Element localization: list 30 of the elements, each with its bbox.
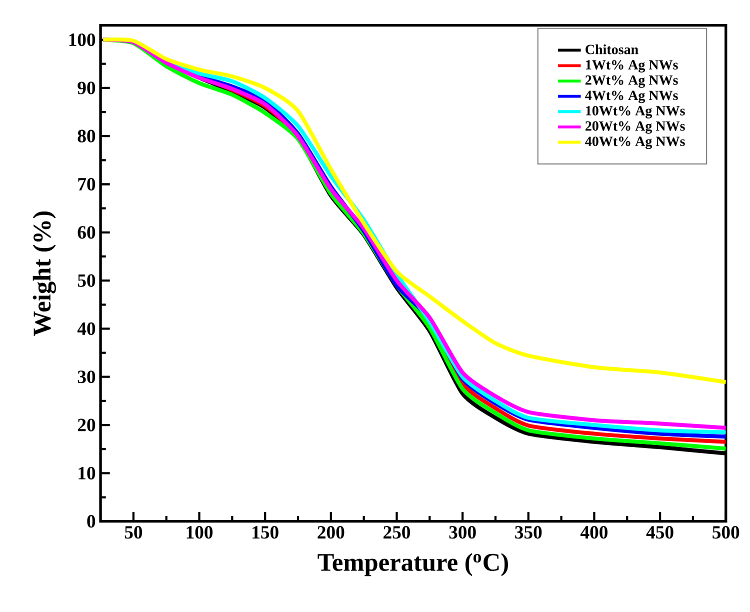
y-tick-label: 90 (78, 82, 96, 94)
legend-label: 2Wt% Ag NWs (585, 75, 678, 88)
legend-label: 4Wt% Ag NWs (585, 90, 678, 104)
y-tick-label: 20 (78, 418, 96, 432)
x-tick-label: 200 (318, 526, 344, 539)
y-tick-label: 50 (78, 274, 96, 287)
y-tick-label: 60 (78, 226, 96, 239)
x-tick-label: 300 (449, 526, 476, 539)
x-tick-label: 100 (186, 526, 213, 539)
y-tick-label: 80 (78, 130, 96, 142)
y-tick-label: 30 (78, 370, 96, 384)
x-tick-label: 50 (124, 526, 142, 539)
x-tick-label: 350 (515, 526, 542, 539)
x-tick-label: 250 (384, 526, 410, 539)
y-tick-label: 70 (78, 178, 96, 191)
x-tick-label: 150 (252, 526, 278, 539)
y-tick-label: 10 (78, 466, 96, 480)
legend-label: 20Wt% Ag NWs (585, 121, 685, 134)
y-tick-label: 0 (87, 515, 96, 528)
legend-label: 1Wt% Ag NWs (586, 60, 678, 72)
legend-label: Chitosan (586, 44, 638, 54)
y-tick-label: 40 (77, 322, 96, 336)
x-tick-label: 400 (580, 526, 608, 539)
legend-label: 40Wt% Ag NWs (585, 136, 685, 150)
y-tick-label: 100 (69, 33, 96, 46)
x-tick-label: 450 (646, 526, 674, 539)
x-tick-label: 500 (712, 526, 740, 539)
legend-label: 10Wt% Ag NWs (586, 106, 685, 118)
y-axis-title: Weight (%) (32, 211, 56, 336)
x-axis-title: Temperature ($^{o}$C) (318, 553, 508, 576)
